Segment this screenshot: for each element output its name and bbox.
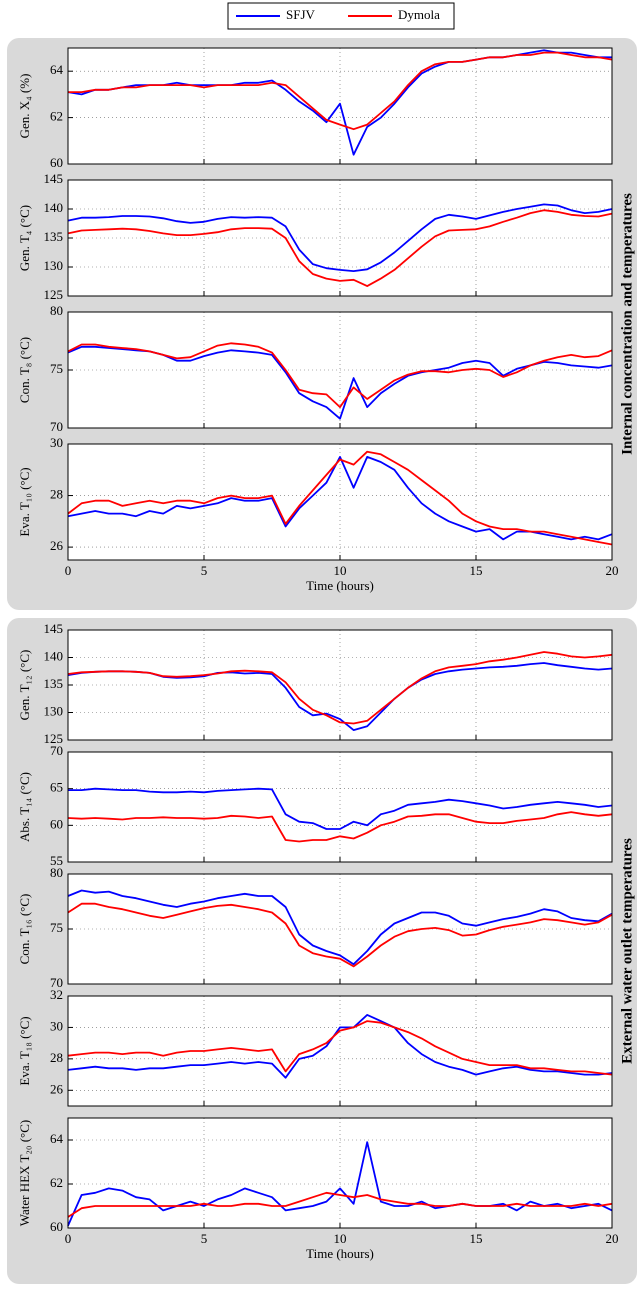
y-axis-label: Gen. T₄ (°C) [17,205,32,271]
y-tick-label: 80 [50,303,63,318]
y-axis-label: Gen. X₄ (%) [17,74,32,139]
y-tick-label: 135 [44,229,64,244]
y-tick-label: 75 [50,920,63,935]
y-tick-label: 70 [50,419,63,434]
series-line [68,787,613,830]
y-tick-label: 62 [50,1175,63,1190]
y-axis-label: Con. T₈ (°C) [17,337,32,403]
plot-frame [67,179,613,297]
series-line [67,1014,613,1079]
x-tick-label: 0 [65,1231,72,1246]
y-tick-label: 60 [50,816,63,831]
y-axis-label: Gen. T₁₂ (°C) [17,650,32,721]
series-line [68,51,613,131]
plot-frame [67,873,613,985]
y-tick-label: 140 [44,200,64,215]
y-tick-label: 26 [50,1081,64,1096]
x-tick-label: 0 [65,563,72,578]
series-line [67,450,613,546]
series-line [67,1020,613,1076]
y-tick-label: 125 [44,731,64,746]
y-axis-label: Eva. T₁₀ (°C) [17,467,32,536]
plot-frame [67,443,613,561]
x-tick-label: 5 [201,563,208,578]
series-line [67,889,613,966]
plot-frame [67,47,613,165]
x-tick-label: 20 [606,563,619,578]
x-axis-label: Time (hours) [306,578,374,593]
plot-frame [67,629,613,741]
y-tick-label: 130 [44,258,64,273]
y-tick-label: 70 [50,975,63,990]
series-line [67,209,613,287]
y-tick-label: 55 [50,853,63,868]
series-line [67,651,613,725]
legend-label: Dymola [398,7,440,22]
y-tick-label: 140 [44,648,64,663]
y-tick-label: 28 [50,1050,63,1065]
y-axis-label: Con. T₁₆ (°C) [17,894,32,965]
series-line [67,456,613,541]
x-tick-label: 15 [470,1231,483,1246]
group-label: External water outlet temperatures [619,838,635,1064]
series-line [67,342,613,408]
y-tick-label: 26 [50,538,64,553]
x-tick-label: 10 [334,1231,347,1246]
plot-frame [67,311,613,429]
y-tick-label: 60 [50,1219,63,1234]
y-tick-label: 60 [50,155,63,170]
y-tick-label: 130 [44,703,64,718]
y-tick-label: 135 [44,676,64,691]
legend-label: SFJV [286,7,316,22]
y-tick-label: 70 [50,743,63,758]
y-tick-label: 30 [50,435,63,450]
series-line [67,203,613,272]
y-axis-label: Eva. T₁₈ (°C) [17,1016,32,1085]
x-tick-label: 10 [334,563,347,578]
x-axis-label: Time (hours) [306,1246,374,1261]
y-tick-label: 65 [50,780,63,795]
series-line [67,902,613,968]
y-tick-label: 145 [44,171,64,186]
y-tick-label: 145 [44,621,64,636]
y-tick-label: 64 [50,62,64,77]
series-line [67,811,613,843]
plot-frame [67,1117,613,1229]
y-axis-label: Abs. T₁₄ (°C) [17,772,32,842]
y-tick-label: 80 [50,865,63,880]
group-label: Internal concentration and temperatures [619,193,635,455]
y-tick-label: 62 [50,109,63,124]
x-tick-label: 20 [606,1231,619,1246]
y-tick-label: 125 [44,287,64,302]
series-line [67,1191,613,1218]
y-tick-label: 32 [50,987,63,1002]
y-tick-label: 28 [50,487,63,502]
y-tick-label: 64 [50,1131,64,1146]
x-tick-label: 5 [201,1231,208,1246]
plot-frame [67,995,613,1107]
y-axis-label: Water HEX T₂₀ (°C) [17,1120,32,1226]
y-tick-label: 75 [50,361,63,376]
plot-area [67,443,613,561]
y-tick-label: 30 [50,1018,63,1033]
plot-frame [67,751,613,863]
x-tick-label: 15 [470,563,483,578]
